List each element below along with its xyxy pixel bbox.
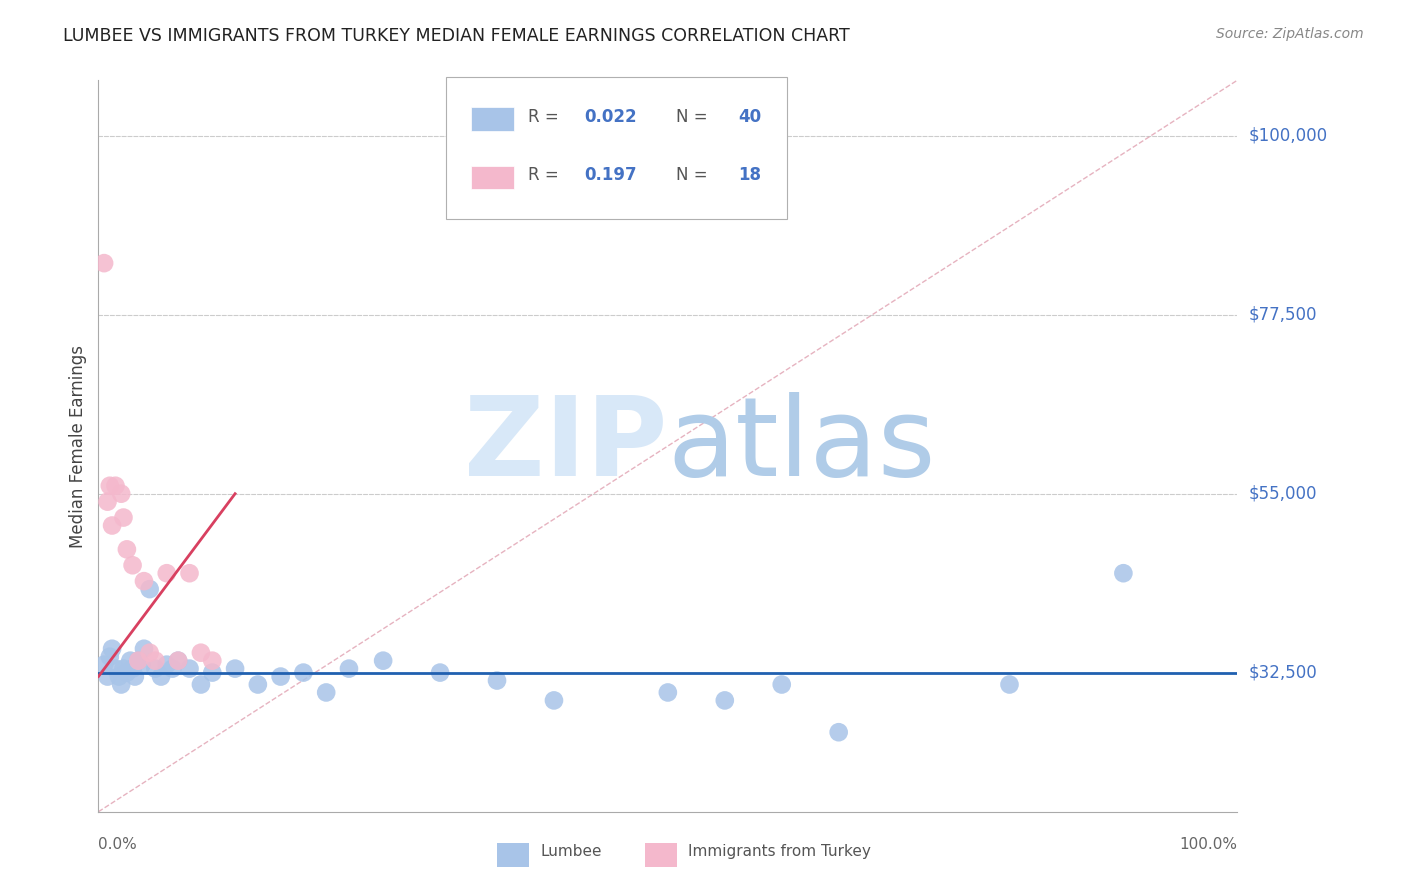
Point: [270, 669, 292, 683]
Point: [115, 542, 138, 557]
Text: atlas: atlas: [668, 392, 936, 500]
FancyBboxPatch shape: [498, 843, 529, 867]
Point: [201, 654, 224, 668]
Point: [714, 693, 737, 707]
Text: N =: N =: [676, 167, 713, 185]
Point: [156, 566, 179, 581]
Point: [127, 654, 149, 668]
Point: [132, 641, 155, 656]
Point: [657, 685, 679, 699]
Text: 0.197: 0.197: [585, 167, 637, 185]
Point: [486, 673, 509, 688]
Text: 0.022: 0.022: [585, 108, 637, 126]
Point: [167, 654, 190, 668]
Point: [131, 657, 153, 672]
Point: [246, 677, 269, 691]
Point: [429, 665, 451, 680]
Text: $32,500: $32,500: [1249, 664, 1317, 681]
Point: [190, 646, 212, 660]
Point: [371, 654, 394, 668]
Text: LUMBEE VS IMMIGRANTS FROM TURKEY MEDIAN FEMALE EARNINGS CORRELATION CHART: LUMBEE VS IMMIGRANTS FROM TURKEY MEDIAN …: [63, 27, 851, 45]
Point: [132, 574, 155, 589]
Point: [337, 662, 360, 676]
Point: [112, 510, 135, 524]
Text: R =: R =: [527, 108, 564, 126]
Text: R =: R =: [527, 167, 564, 185]
Point: [167, 654, 190, 668]
FancyBboxPatch shape: [471, 107, 515, 131]
Text: $55,000: $55,000: [1249, 484, 1317, 503]
Point: [93, 657, 115, 672]
Point: [1112, 566, 1135, 581]
Point: [96, 669, 118, 683]
Point: [770, 677, 793, 691]
Point: [112, 662, 135, 676]
Point: [108, 669, 131, 683]
Point: [101, 518, 124, 533]
Point: [104, 479, 127, 493]
Point: [179, 566, 201, 581]
Point: [101, 641, 124, 656]
Text: 18: 18: [738, 167, 762, 185]
Point: [110, 677, 132, 691]
Point: [110, 486, 132, 500]
Text: N =: N =: [676, 108, 713, 126]
Point: [162, 662, 184, 676]
Point: [98, 649, 121, 664]
Point: [115, 665, 138, 680]
Point: [315, 685, 337, 699]
Point: [150, 669, 173, 683]
Text: $77,500: $77,500: [1249, 306, 1317, 324]
Point: [93, 256, 115, 270]
Point: [828, 725, 851, 739]
Point: [121, 662, 143, 676]
Point: [138, 646, 160, 660]
Point: [145, 662, 167, 676]
Point: [190, 677, 212, 691]
Point: [224, 662, 246, 676]
FancyBboxPatch shape: [446, 77, 787, 219]
Text: Source: ZipAtlas.com: Source: ZipAtlas.com: [1216, 27, 1364, 41]
Point: [138, 582, 160, 596]
Point: [292, 665, 315, 680]
Point: [124, 669, 146, 683]
Point: [104, 662, 127, 676]
Text: ZIP: ZIP: [464, 392, 668, 500]
Point: [543, 693, 565, 707]
Text: 100.0%: 100.0%: [1180, 838, 1237, 853]
Text: Lumbee: Lumbee: [540, 845, 602, 860]
Point: [96, 494, 118, 508]
Text: $100,000: $100,000: [1249, 127, 1327, 145]
Text: 40: 40: [738, 108, 762, 126]
Text: Immigrants from Turkey: Immigrants from Turkey: [689, 845, 872, 860]
Text: 0.0%: 0.0%: [98, 838, 138, 853]
Point: [201, 665, 224, 680]
Point: [179, 662, 201, 676]
FancyBboxPatch shape: [471, 166, 515, 189]
Point: [98, 479, 121, 493]
Point: [127, 654, 149, 668]
FancyBboxPatch shape: [645, 843, 676, 867]
Point: [121, 558, 143, 573]
Point: [145, 654, 167, 668]
Point: [998, 677, 1021, 691]
Y-axis label: Median Female Earnings: Median Female Earnings: [69, 344, 87, 548]
Point: [120, 654, 142, 668]
Point: [156, 657, 179, 672]
